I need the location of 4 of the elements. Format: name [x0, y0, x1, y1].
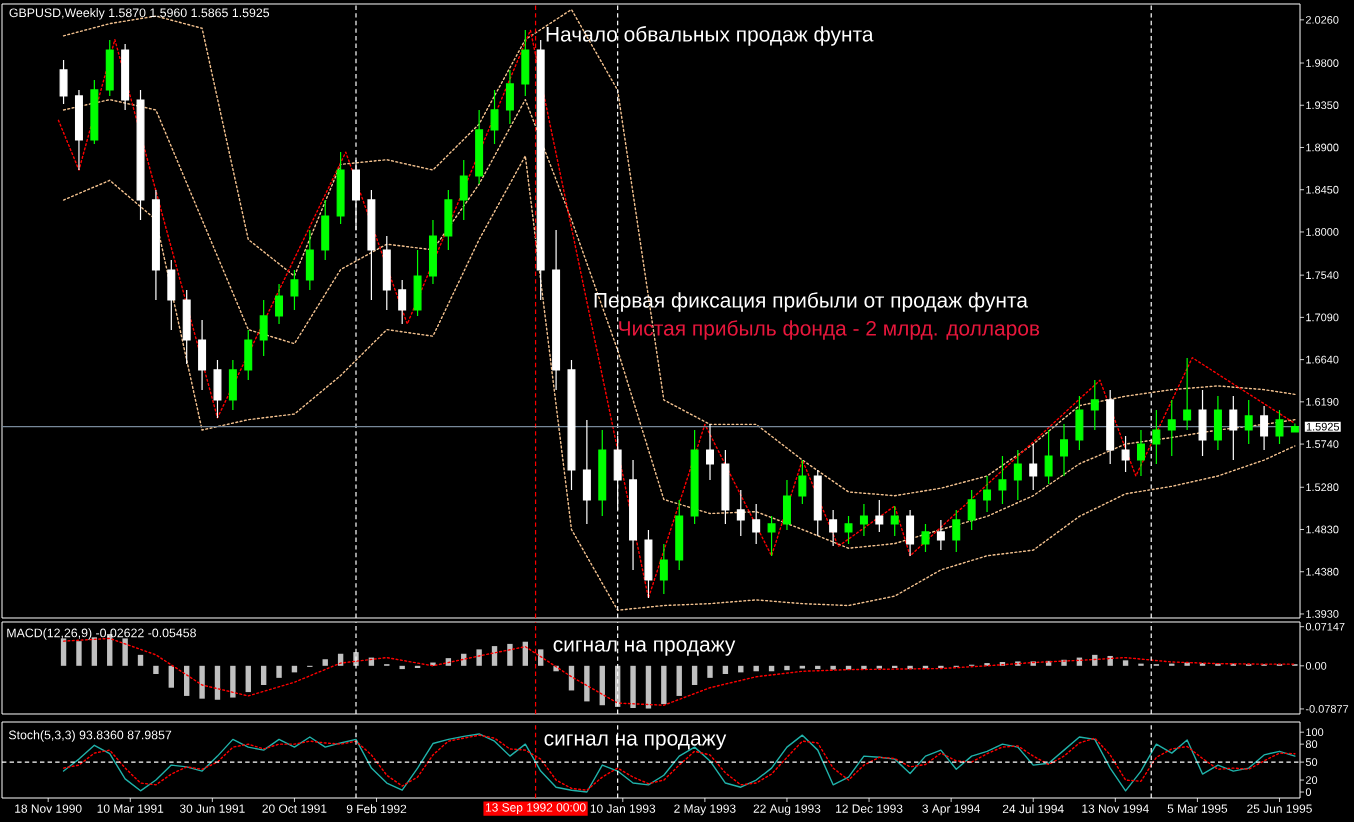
- annotation: Чистая прибыль фонда - 2 млрд. долларов: [619, 320, 1040, 340]
- annotation: сигнал на продажу: [553, 640, 736, 656]
- annotation: сигнал на продажу: [544, 734, 727, 750]
- annotation: Начало обвальных продаж фунта: [546, 26, 874, 46]
